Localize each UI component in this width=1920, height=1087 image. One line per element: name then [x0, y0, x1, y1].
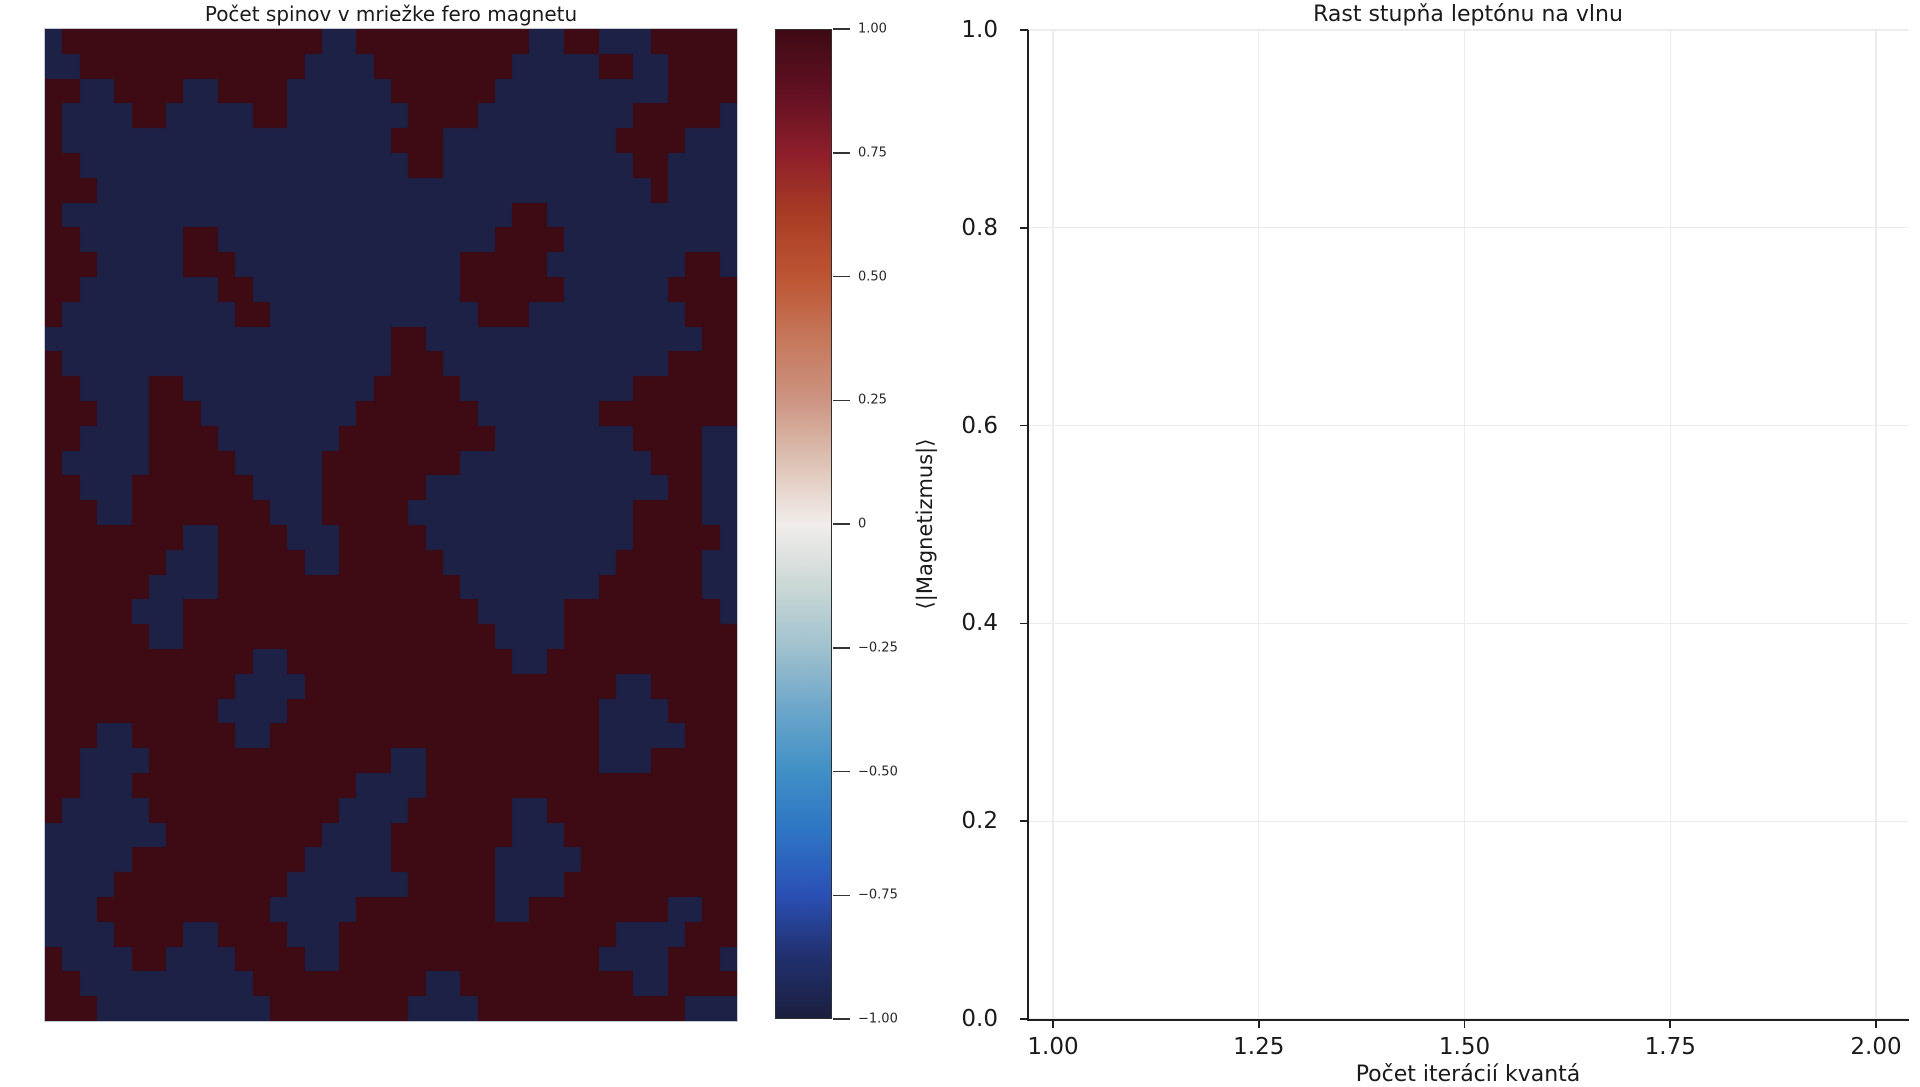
colorbar-axis-label: ⟨|Magnetizmus|⟩: [913, 438, 937, 610]
colorbar-tick-label: −0.25: [858, 640, 898, 656]
colorbar-tick-label: 1.00: [858, 21, 887, 37]
x-axis-spine: [1027, 1019, 1909, 1021]
colorbar-tick-mark: [833, 152, 850, 154]
colorbar-tick-label: 0.50: [858, 269, 887, 284]
colorbar-tick-label: −1.00: [858, 1011, 898, 1027]
gridline-horizontal: [1028, 227, 1908, 229]
y-tick-mark: [1020, 622, 1028, 625]
spin-lattice-heatmap: [44, 28, 738, 1022]
gridline-vertical: [1258, 30, 1260, 1019]
y-tick-mark: [1020, 424, 1028, 427]
y-axis-spine: [1027, 30, 1029, 1021]
x-tick-mark: [1875, 1021, 1877, 1028]
colorbar-tick-label: −0.50: [858, 764, 898, 779]
y-tick-label: 0.8: [961, 214, 998, 241]
gridline-vertical: [1669, 30, 1671, 1019]
line-plot-title: Rast stupňa leptónu na vlnu: [1313, 2, 1623, 27]
y-tick-mark: [1020, 227, 1028, 229]
gridline-horizontal: [1028, 425, 1908, 427]
line-plot-area: 1.00 1.25 1.50 1.75 2.00 1.0 0.8 0.6 0.4 0.2 0.0: [961, 17, 1909, 1060]
y-tick-label: 0.0: [961, 1006, 998, 1032]
colorbar-tick-label: −0.75: [858, 887, 898, 903]
colorbar-tick-area: 1.00 0.75 0.50 0.25 0 −0.25 −0.50 −0.75 −1.00: [833, 22, 953, 1027]
x-tick-label: 1.25: [1233, 1034, 1285, 1060]
x-tick-label: 1.00: [1027, 1034, 1079, 1060]
y-tick-label: 0.6: [961, 412, 998, 439]
y-tick-label: 0.2: [961, 808, 998, 835]
x-tick-mark: [1669, 1021, 1672, 1028]
x-tick-label: 1.50: [1438, 1034, 1491, 1060]
colorbar-tick-mark: [833, 523, 850, 525]
y-tick-label: 1.0: [961, 17, 998, 43]
colorbar-tick-mark: [833, 770, 850, 773]
gridline-vertical: [1875, 30, 1877, 1019]
gridline-vertical: [1463, 30, 1466, 1019]
colorbar-tick-mark: [833, 28, 850, 30]
colorbar-tick-mark: [833, 894, 850, 896]
colorbar-tick-mark: [833, 275, 850, 278]
x-tick-label: 1.75: [1644, 1034, 1696, 1060]
colorbar-tick-label: 0.75: [858, 145, 887, 161]
gridline-horizontal: [1028, 622, 1908, 624]
x-tick-mark: [1052, 1021, 1054, 1028]
colorbar-tick-label: 0: [858, 516, 867, 532]
x-axis-label: Počet iterácií kvantá: [1355, 1062, 1581, 1087]
y-tick-mark: [1020, 820, 1028, 822]
gridline-horizontal: [1028, 29, 1908, 31]
gridline-vertical: [1052, 30, 1054, 1019]
gridline-horizontal: [1028, 820, 1908, 822]
y-tick-mark: [1020, 29, 1028, 31]
y-tick-label: 0.4: [961, 610, 998, 637]
heatmap-title: Počet spinov v mriežke fero magnetu: [204, 2, 578, 26]
x-tick-mark: [1257, 1021, 1260, 1028]
gridline-horizontal: [1028, 1018, 1908, 1020]
x-tick-label: 2.00: [1850, 1034, 1902, 1060]
colorbar-tick-mark: [833, 1018, 850, 1020]
y-tick-mark: [1020, 1018, 1028, 1020]
colorbar-gradient: [775, 29, 832, 1019]
colorbar-tick-label: 0.25: [858, 392, 887, 408]
colorbar-tick-mark: [833, 399, 850, 401]
x-tick-mark: [1463, 1021, 1466, 1028]
colorbar-tick-mark: [833, 647, 850, 649]
